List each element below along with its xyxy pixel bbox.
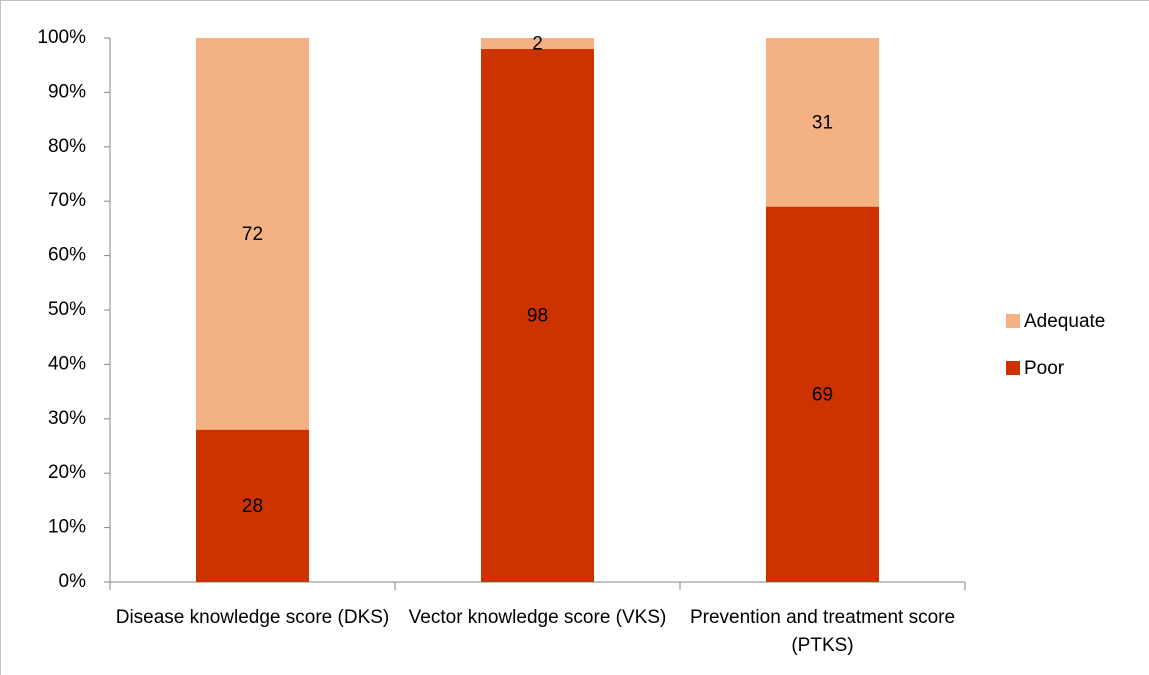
x-tick-label: Disease knowledge score (DKS): [115, 607, 390, 628]
y-tick-label: 10%: [48, 517, 86, 538]
bar-segment: [481, 48, 594, 582]
y-tick-label: 30%: [48, 408, 86, 429]
y-tick-label: 0%: [59, 571, 87, 592]
y-tick-label: 40%: [48, 353, 86, 374]
legend-swatch: [1006, 314, 1020, 328]
data-label: 72: [242, 224, 263, 245]
y-tick-label: 90%: [48, 81, 86, 102]
data-label: 69: [812, 384, 833, 405]
x-tick-label: Vector knowledge score (VKS): [408, 607, 667, 628]
data-label: 98: [527, 305, 548, 326]
x-tick-label: Prevention and treatment score (PTKS): [689, 607, 956, 656]
y-tick-label: 20%: [48, 462, 86, 483]
legend-swatch: [1006, 361, 1020, 375]
data-label: 2: [532, 33, 543, 54]
y-tick-label: 60%: [48, 245, 86, 266]
y-tick-label: 50%: [48, 299, 86, 320]
y-tick-label: 80%: [48, 136, 86, 157]
bar-segment: [196, 429, 309, 582]
bar-segment: [196, 38, 309, 430]
data-label: 31: [812, 112, 833, 133]
legend-label: Poor: [1024, 358, 1065, 379]
y-tick-label: 100%: [37, 27, 86, 48]
bar-segment: [481, 38, 594, 49]
y-tick-label: 70%: [48, 190, 86, 211]
bar-segment: [766, 206, 879, 582]
bar-segment: [766, 38, 879, 207]
legend-label: Adequate: [1024, 311, 1105, 332]
data-label: 28: [242, 496, 263, 517]
